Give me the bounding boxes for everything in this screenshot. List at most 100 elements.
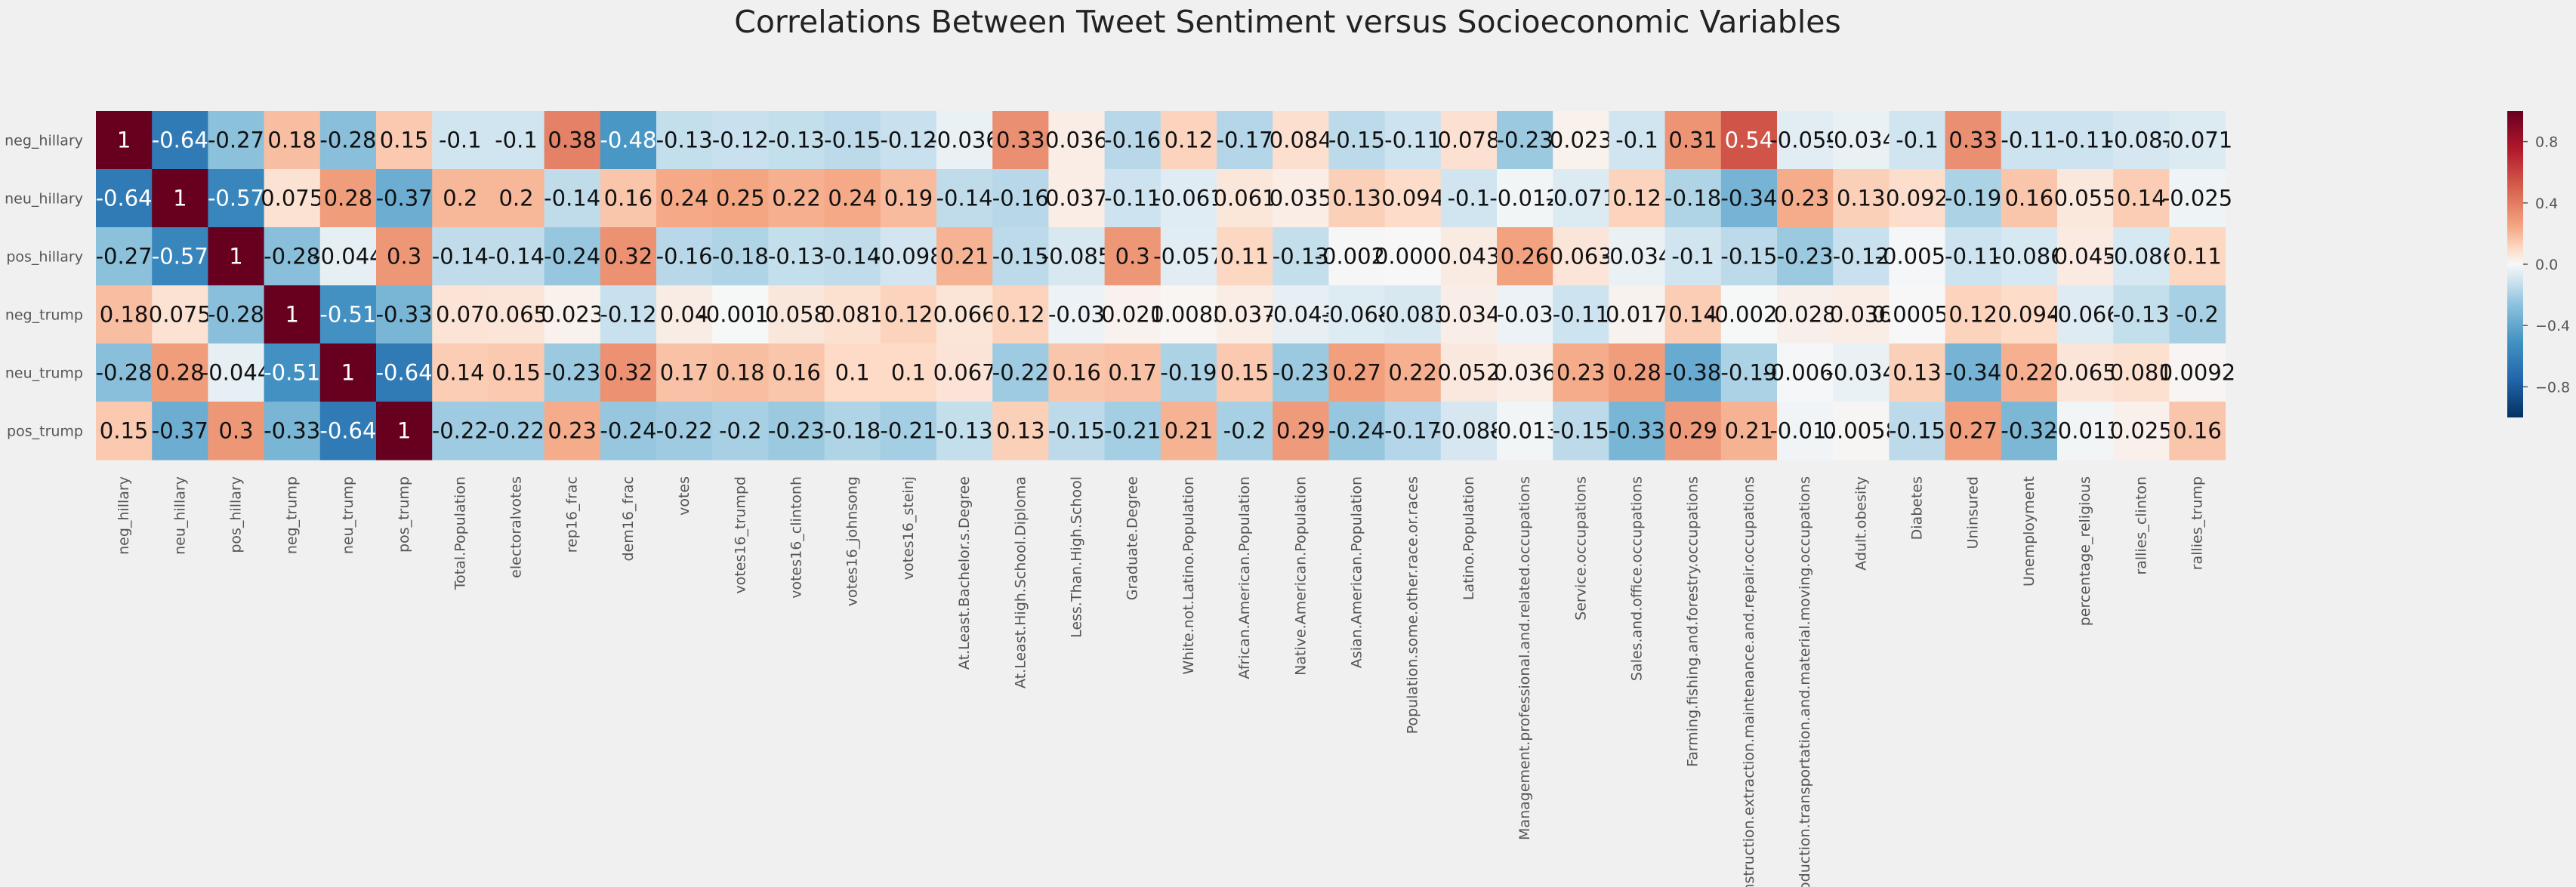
heatmap-cell (544, 343, 601, 402)
heatmap-cell (1889, 111, 1946, 170)
cell-value-label: -0.034 (1826, 360, 1897, 386)
heatmap-cell (1384, 227, 1442, 286)
heatmap-cell (1497, 169, 1553, 228)
heatmap-cell (1104, 285, 1162, 344)
cell-value-label: 0.055 (2054, 186, 2117, 211)
cell-value-label: -0.14 (824, 244, 881, 269)
cell-value-label: 0.21 (1725, 418, 1774, 444)
heatmap-cell (1273, 111, 1329, 170)
heatmap-cell (488, 343, 545, 402)
cell-value-label: 0.26 (1501, 244, 1550, 269)
cell-value-label: 0.29 (1276, 418, 1325, 444)
row-label: neg_trump (5, 307, 83, 324)
cell-value-label: -0.19 (1720, 360, 1777, 386)
column-label: votes16_steinj (900, 476, 917, 580)
heatmap-cell (1160, 169, 1217, 228)
cell-value-label: -0.2 (1223, 418, 1266, 444)
heatmap-cell (992, 402, 1049, 460)
cell-value-label: 0.075 (149, 302, 211, 328)
cell-value-label: -0.11 (1104, 186, 1161, 211)
cell-value-label: 0.14 (2117, 186, 2166, 211)
heatmap-cell (1217, 343, 1273, 402)
column-label: rallies_clinton (2133, 476, 2149, 575)
heatmap-cell (1440, 285, 1498, 344)
heatmap-cell (1384, 402, 1442, 460)
heatmap-cell (768, 227, 825, 286)
heatmap-cell (656, 111, 713, 170)
heatmap-cell (768, 402, 825, 460)
heatmap-cell (880, 111, 937, 170)
heatmap-cell (2001, 402, 2058, 460)
heatmap-cell (152, 227, 208, 286)
heatmap-cell (824, 343, 881, 402)
column-label: Construction.extraction.maintenance.and.… (1741, 476, 1757, 887)
heatmap-cell (1889, 227, 1946, 286)
cell-value-label: 0.063 (1550, 244, 1612, 269)
cell-value-label: -0.071 (1546, 186, 1617, 211)
column-label: Latino.Population (1461, 476, 1477, 600)
cell-value-label: -0.64 (376, 360, 433, 386)
heatmap-cell (1497, 285, 1553, 344)
cell-value-label: -0.23 (1497, 128, 1553, 153)
cell-value-label: 0.33 (1948, 128, 1998, 153)
cell-value-label: -0.1 (495, 128, 538, 153)
cell-value-label: -0.33 (264, 418, 320, 444)
heatmap-cell (600, 343, 657, 402)
heatmap-cell (936, 343, 993, 402)
colorbar: 0.8 0.4 0.0 −0.4 −0.8 (2507, 111, 2570, 417)
heatmap-cell (600, 111, 657, 170)
heatmap-cell (1217, 402, 1273, 460)
cell-value-label: -0.28 (319, 128, 376, 153)
heatmap-cell (1273, 402, 1329, 460)
cell-value-label: 0.035 (1269, 186, 1332, 211)
cell-value-label: 0.16 (2173, 418, 2222, 444)
cell-value-label: 0.28 (1612, 360, 1661, 386)
heatmap-cell (96, 402, 153, 460)
heatmap-cell (1048, 111, 1106, 170)
cell-value-label: 0.081 (821, 302, 884, 328)
heatmap-cell (1945, 285, 2002, 344)
column-label: African.American.Population (1236, 476, 1253, 679)
cell-value-label: 1 (285, 302, 298, 328)
heatmap-cell (1160, 285, 1217, 344)
cell-value-label: 0.15 (100, 418, 149, 444)
cell-value-label: -0.086 (2106, 244, 2177, 269)
cell-value-label: 0.21 (1165, 418, 1214, 444)
heatmap-cell (1553, 169, 1609, 228)
heatmap-cell (1777, 111, 1834, 170)
heatmap-cell (880, 169, 937, 228)
cell-value-label: 0.052 (1437, 360, 1500, 386)
cell-value-label: 0.15 (380, 128, 429, 153)
heatmap-cell (152, 402, 208, 460)
heatmap-cell (1048, 285, 1106, 344)
cell-value-label: -0.57 (208, 186, 264, 211)
cell-value-label: -0.12 (1833, 244, 1890, 269)
heatmap-cell (1553, 402, 1609, 460)
cell-value-label: -0.15 (1048, 418, 1105, 444)
cell-value-label: -0.087 (2106, 128, 2177, 153)
cell-value-label: 0.094 (1998, 302, 2060, 328)
heatmap-cell (880, 343, 937, 402)
cell-value-label: -0.066 (2050, 302, 2121, 328)
cell-value-label: 0.11 (1220, 244, 1269, 269)
cell-value-label: 0.22 (1388, 360, 1437, 386)
heatmap-cell (1945, 402, 2002, 460)
cell-value-label: 0.2 (498, 186, 533, 211)
heatmap-cell (768, 169, 825, 228)
heatmap-cell (1273, 169, 1329, 228)
cell-value-label: -0.57 (152, 244, 208, 269)
heatmap-cell (544, 169, 601, 228)
column-label: neu_hillary (171, 476, 188, 555)
heatmap-cell (1720, 285, 1778, 344)
column-label: votes16_trumpd (732, 476, 748, 594)
cell-value-label: -0.64 (152, 128, 208, 153)
cell-value-label: 1 (173, 186, 187, 211)
column-label: Population.some.other.race.or.races (1405, 476, 1421, 734)
cell-value-label: -0.061 (1153, 186, 1224, 211)
cell-value-label: -0.37 (376, 186, 433, 211)
cell-value-label: 0.13 (996, 418, 1045, 444)
heatmap-cell (712, 169, 769, 228)
heatmap-cell (376, 285, 433, 344)
cell-value-label: -0.17 (1217, 128, 1273, 153)
